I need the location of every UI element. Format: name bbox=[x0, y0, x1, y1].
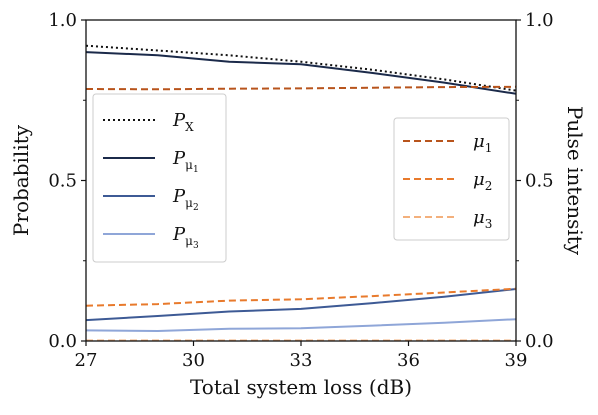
x-tick-label-2: 33 bbox=[290, 350, 313, 371]
legend-left-label-3: Pμ3 bbox=[172, 224, 199, 251]
x-tick-label-3: 36 bbox=[397, 350, 420, 371]
x-tick-label-1: 30 bbox=[182, 350, 205, 371]
y-right-tick-label-0: 0.0 bbox=[525, 331, 554, 352]
legend-right: μ1 μ2 μ3 bbox=[393, 117, 510, 241]
x-tick-label-4: 39 bbox=[505, 350, 528, 371]
series-line-1 bbox=[85, 51, 517, 95]
series-line-3 bbox=[85, 318, 517, 332]
ticks-layer: 27 30 33 36 390.00.51.00.00.51.0 bbox=[48, 10, 553, 371]
y-right-tick-label-1: 0.5 bbox=[525, 171, 554, 192]
legend-left: PX Pμ1 Pμ2 Pμ3 bbox=[92, 93, 227, 263]
y-left-tick-label-0: 0.0 bbox=[48, 331, 77, 352]
series-line-2 bbox=[85, 288, 517, 322]
series-line-5 bbox=[85, 287, 517, 307]
series-line-4 bbox=[85, 85, 517, 91]
legend-left-label-0: PX bbox=[172, 110, 194, 134]
legend-right-label-1: μ2 bbox=[473, 169, 492, 193]
y-right-tick-label-2: 1.0 bbox=[525, 10, 554, 31]
series-line-0 bbox=[85, 44, 517, 92]
legend-left-frame bbox=[92, 93, 227, 263]
y-axis-label-right: Pulse intensity bbox=[563, 106, 587, 256]
y-left-tick-label-2: 1.0 bbox=[48, 10, 77, 31]
legend-left-label-2: Pμ2 bbox=[172, 186, 199, 213]
legend-right-label-0: μ1 bbox=[473, 131, 492, 155]
y-axis-label-left: Probability bbox=[9, 124, 33, 236]
y-left-tick-label-1: 0.5 bbox=[48, 171, 77, 192]
legend-right-label-2: μ3 bbox=[473, 207, 492, 231]
legend-left-label-1: Pμ1 bbox=[172, 148, 199, 175]
x-tick-label-0: 27 bbox=[75, 350, 98, 371]
x-axis-label: Total system loss (dB) bbox=[190, 375, 412, 399]
